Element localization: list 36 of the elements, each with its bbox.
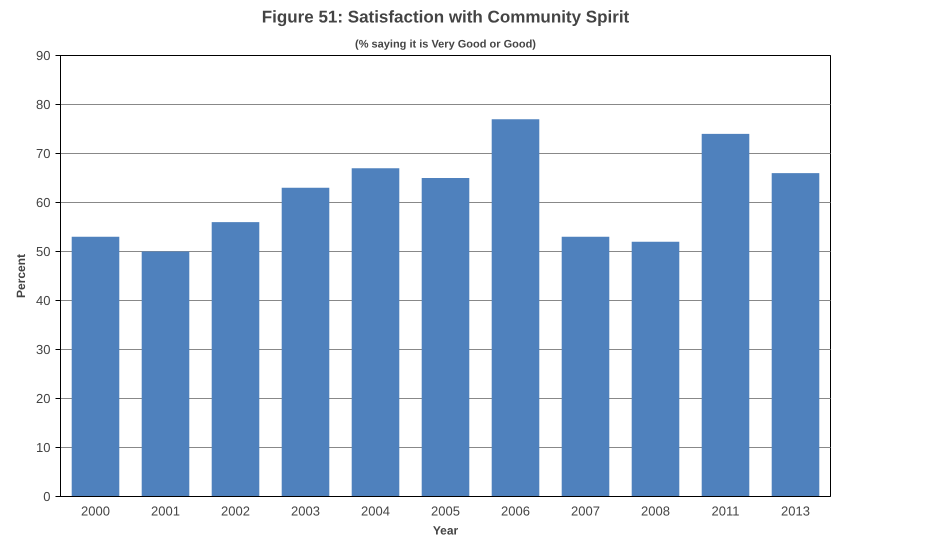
- x-tick-label: 2000: [81, 504, 110, 518]
- y-tick-label: 0: [43, 489, 51, 504]
- x-tick-label: 2008: [641, 504, 670, 518]
- x-tick-label: 2007: [571, 504, 600, 518]
- bar: [632, 242, 680, 496]
- bar: [702, 134, 750, 496]
- y-tick-label: 90: [36, 48, 51, 63]
- chart-title: Figure 51: Satisfaction with Community Spirit: [262, 8, 630, 26]
- x-axis-title: Year: [432, 524, 459, 538]
- y-axis-title: Percent: [14, 254, 28, 298]
- y-tick-label: 30: [36, 342, 51, 357]
- y-tick-label: 40: [36, 293, 51, 308]
- chart-subtitle: (% saying it is Very Good or Good): [355, 38, 536, 50]
- y-tick-label: 70: [36, 146, 51, 161]
- bar: [282, 188, 330, 496]
- y-tick-label: 20: [36, 391, 51, 406]
- bar: [212, 222, 260, 496]
- x-tick-label: 2002: [221, 504, 250, 518]
- bar: [492, 119, 540, 496]
- x-tick-label: 2003: [291, 504, 320, 518]
- y-tick-label: 80: [36, 97, 51, 112]
- y-tick-label: 10: [36, 440, 51, 455]
- x-tick-label: 2006: [501, 504, 530, 518]
- y-tick-label: 50: [36, 244, 51, 259]
- x-tick-label: 2001: [151, 504, 180, 518]
- x-tick-label: 2005: [431, 504, 460, 518]
- bar: [562, 236, 610, 496]
- bar: [142, 252, 190, 496]
- x-tick-label: 2011: [712, 504, 740, 518]
- bar: [422, 178, 470, 496]
- x-tick-label: 2004: [361, 504, 390, 518]
- y-tick-label: 60: [36, 195, 51, 210]
- bar: [772, 173, 820, 496]
- bar: [72, 236, 120, 496]
- bar: [352, 168, 400, 496]
- x-tick-label: 2013: [781, 504, 810, 518]
